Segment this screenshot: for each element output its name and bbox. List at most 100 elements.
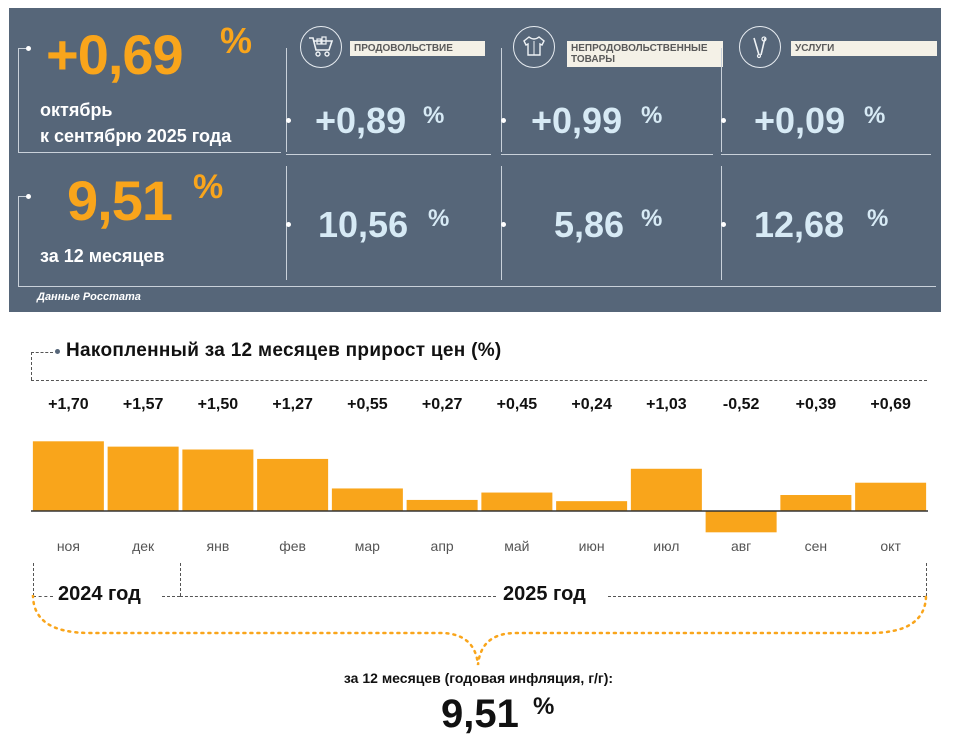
bar-янв [182, 449, 254, 511]
month-label: дек [132, 538, 155, 554]
month-label: май [504, 538, 530, 554]
food-annual-unit: % [428, 205, 450, 232]
bullet-dot [286, 118, 291, 123]
divider [18, 196, 26, 197]
divider [31, 380, 927, 381]
divider [608, 596, 926, 597]
bullet-dot [55, 349, 60, 354]
bar-value-label: +0,45 [496, 396, 538, 413]
year-2024-label: 2024 год [58, 583, 141, 605]
annual-footer-value: 9,51 [441, 692, 519, 736]
nonfood-monthly-value: +0,99 [531, 100, 623, 141]
divider [33, 596, 53, 597]
nonfood-annual-unit: % [641, 205, 663, 232]
category-label-nonfood-line2: ТОВАРЫ [571, 54, 616, 65]
bar-value-label: +0,27 [421, 396, 463, 413]
divider [286, 48, 287, 152]
bullet-dot [286, 222, 291, 227]
divider [286, 154, 491, 155]
services-annual-value: 12,68 [754, 204, 845, 245]
month-label: окт [880, 538, 901, 554]
category-icon-circle [739, 26, 781, 68]
bar-окт [855, 482, 927, 511]
annual-inflation-unit: % [193, 168, 224, 206]
month-label: июн [578, 538, 605, 554]
divider [18, 48, 26, 49]
monthly-caption-line2: к сентябрю 2025 года [40, 126, 232, 146]
divider [721, 154, 931, 155]
nonfood-annual-value: 5,86 [554, 204, 625, 245]
divider [31, 352, 53, 353]
bar-июл [630, 468, 702, 511]
month-label: янв [206, 538, 230, 554]
bar-value-label: +1,57 [122, 396, 164, 413]
annual-footer-caption: за 12 месяцев (годовая инфляция, г/г): [343, 670, 614, 686]
month-label: июл [653, 538, 680, 554]
food-annual-value: 10,56 [318, 204, 409, 245]
category-label-food: ПРОДОВОЛЬСТВИЕ [350, 41, 485, 56]
category-label-nonfood-line1: НЕПРОДОВОЛЬСТВЕННЫЕ [571, 43, 708, 54]
bullet-dot [26, 194, 31, 199]
bullet-dot [501, 222, 506, 227]
bar-авг [705, 511, 777, 533]
chart-title: Накопленный за 12 месяцев прирост цен (%… [66, 340, 502, 361]
bar-value-label: -0,52 [722, 396, 760, 413]
category-icon-circle [513, 26, 555, 68]
divider [501, 48, 502, 152]
food-monthly-value: +0,89 [315, 100, 407, 141]
divider [721, 48, 722, 152]
source-note: Данные Росстата [37, 291, 141, 303]
month-label: сен [804, 538, 828, 554]
divider [18, 286, 936, 287]
divider [18, 48, 19, 152]
bar-мар [331, 488, 403, 511]
bullet-dot [26, 46, 31, 51]
annual-footer-unit: % [533, 693, 555, 720]
bar-ноя [32, 441, 104, 511]
bar-value-label: +1,70 [48, 396, 89, 413]
nonfood-monthly-unit: % [641, 102, 663, 129]
curly-brace [31, 595, 928, 666]
annual-caption: за 12 месяцев [40, 246, 165, 266]
bar-апр [406, 499, 478, 511]
monthly-caption-line1: октябрь [40, 100, 113, 120]
month-label: авг [730, 538, 752, 554]
clothing-icon [523, 36, 545, 56]
bullet-dot [721, 222, 726, 227]
year-2025-label: 2025 год [503, 583, 586, 605]
shopping-cart-icon [309, 36, 334, 57]
bar-май [481, 492, 553, 511]
tools-icon [753, 36, 767, 59]
bar-value-label: +0,39 [795, 396, 837, 413]
category-label-services: УСЛУГИ [791, 41, 937, 56]
bar-value-label: +1,27 [272, 396, 313, 413]
bar-chart [31, 441, 928, 533]
divider [926, 563, 927, 596]
divider [501, 154, 713, 155]
summary-panel: +0,69 % октябрь к сентябрю 2025 года 9,5… [9, 8, 941, 312]
category-icon-circle [300, 26, 342, 68]
month-label: фев [279, 538, 306, 554]
bar-value-label: +0,24 [571, 396, 612, 413]
bullet-dot [721, 118, 726, 123]
month-label: апр [430, 538, 454, 554]
divider [18, 152, 281, 153]
bar-сен [780, 495, 852, 511]
services-annual-unit: % [867, 205, 889, 232]
divider [180, 563, 181, 596]
divider [162, 596, 180, 597]
divider [33, 563, 34, 596]
bar-дек [107, 446, 179, 511]
monthly-inflation-unit: % [220, 20, 253, 61]
month-label: мар [354, 538, 380, 554]
bar-value-label: +0,69 [870, 396, 911, 413]
bar-фев [257, 458, 329, 511]
bar-value-label: +1,50 [197, 396, 239, 413]
monthly-inflation-value: +0,69 [46, 23, 184, 86]
divider [180, 596, 496, 597]
services-monthly-value: +0,09 [754, 100, 846, 141]
bar-value-label: +0,55 [347, 396, 388, 413]
bullet-dot [501, 118, 506, 123]
bar-июн [556, 501, 628, 511]
bar-value-label: +1,03 [646, 396, 687, 413]
